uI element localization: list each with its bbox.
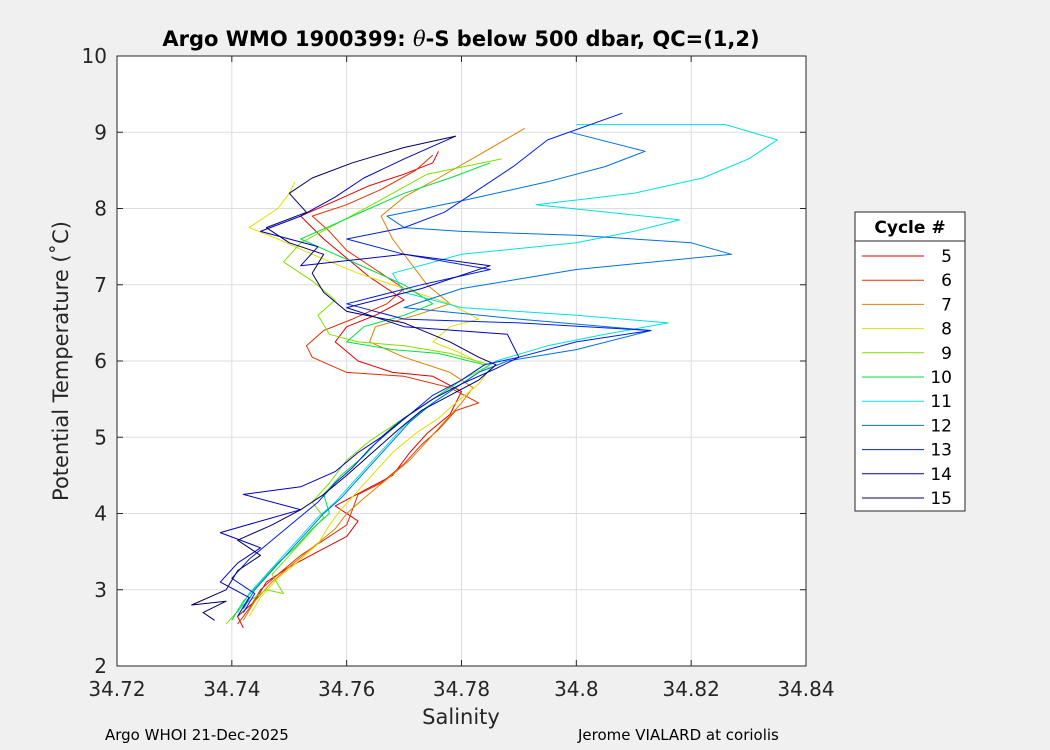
legend-label-cycle-15: 15 (930, 489, 952, 509)
legend-label-cycle-14: 14 (930, 465, 952, 485)
series-line-cycle-12 (242, 131, 732, 610)
y-tick-label: 8 (94, 197, 107, 221)
footer-right: Jerome VIALARD at coriolis (578, 726, 779, 744)
chart-title-suffix: -S below 500 dbar, QC=(1,2) (426, 27, 760, 51)
legend-label-cycle-13: 13 (930, 441, 952, 461)
series-line-cycle-15 (191, 135, 497, 621)
series-line-cycle-8 (248, 181, 491, 617)
ticks (116, 55, 807, 667)
chart-title-theta: θ (413, 27, 426, 51)
legend-label-cycle-11: 11 (930, 392, 952, 412)
y-tick-label: 3 (94, 578, 107, 602)
legend: Cycle # 5 6 7 8 9 10 11 12 13 14 15 (854, 211, 966, 512)
y-tick-label: 10 (82, 44, 107, 68)
chart-title-prefix: Argo WMO 1900399: (162, 27, 413, 51)
series-line-cycle-11 (237, 124, 778, 613)
x-tick-label: 34.8 (554, 677, 599, 701)
x-tick-label: 34.82 (663, 677, 720, 701)
legend-label-cycle-9: 9 (941, 344, 952, 364)
y-tick-labels: 2 3 4 5 6 7 8 9 10 (82, 44, 107, 678)
legend-label-cycle-10: 10 (930, 368, 952, 388)
y-axis-label: Potential Temperature (˚C) (49, 221, 73, 501)
legend-label-cycle-12: 12 (930, 416, 952, 436)
x-axis-label: Salinity (422, 705, 500, 729)
y-tick-label: 4 (94, 502, 107, 526)
footer-left: Argo WHOI 21-Dec-2025 (105, 726, 289, 744)
y-tick-label: 9 (94, 120, 107, 144)
x-tick-label: 34.78 (433, 677, 490, 701)
legend-entries: 5 6 7 8 9 10 11 12 13 14 15 (862, 247, 952, 509)
chart-title: Argo WMO 1900399: θ-S below 500 dbar, QC… (162, 27, 759, 51)
legend-label-cycle-6: 6 (941, 271, 952, 291)
legend-box (854, 211, 966, 512)
x-tick-labels: 34.72 34.74 34.76 34.78 34.8 34.82 34.84 (88, 677, 834, 701)
y-tick-label: 5 (94, 425, 107, 449)
x-tick-label: 34.72 (88, 677, 145, 701)
y-tick-label: 7 (94, 273, 107, 297)
x-tick-label: 34.84 (777, 677, 834, 701)
y-tick-label: 2 (94, 654, 107, 678)
legend-title: Cycle # (874, 218, 945, 238)
legend-label-cycle-8: 8 (941, 320, 952, 340)
legend-label-cycle-5: 5 (941, 247, 952, 267)
series-line-cycle-6 (237, 154, 480, 625)
x-tick-label: 34.76 (318, 677, 375, 701)
y-tick-label: 6 (94, 349, 107, 373)
series-lines (191, 112, 778, 629)
x-tick-label: 34.74 (203, 677, 260, 701)
series-line-cycle-14 (219, 135, 520, 617)
legend-label-cycle-7: 7 (941, 295, 952, 315)
